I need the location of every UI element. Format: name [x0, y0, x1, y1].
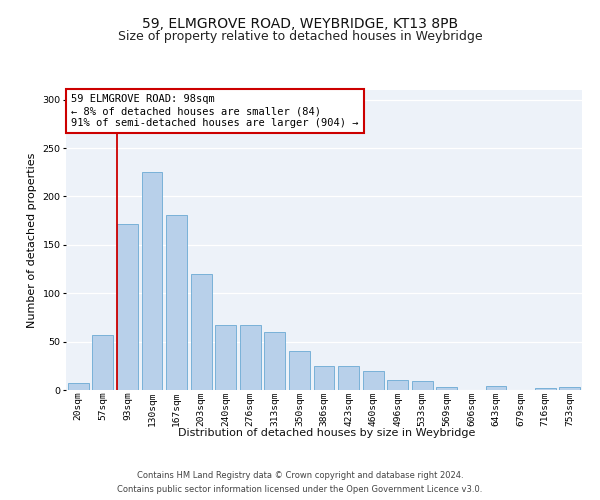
Bar	[215, 325, 236, 390]
Bar	[387, 380, 408, 390]
Bar	[559, 387, 580, 390]
Bar	[92, 335, 113, 390]
Bar	[265, 332, 286, 390]
Bar	[289, 352, 310, 390]
Bar	[117, 224, 138, 390]
Bar	[485, 386, 506, 390]
Text: Contains public sector information licensed under the Open Government Licence v3: Contains public sector information licen…	[118, 484, 482, 494]
Text: Size of property relative to detached houses in Weybridge: Size of property relative to detached ho…	[118, 30, 482, 43]
Y-axis label: Number of detached properties: Number of detached properties	[27, 152, 37, 328]
Text: 59 ELMGROVE ROAD: 98sqm
← 8% of detached houses are smaller (84)
91% of semi-det: 59 ELMGROVE ROAD: 98sqm ← 8% of detached…	[71, 94, 359, 128]
Bar	[436, 387, 457, 390]
Text: Distribution of detached houses by size in Weybridge: Distribution of detached houses by size …	[178, 428, 476, 438]
Text: 59, ELMGROVE ROAD, WEYBRIDGE, KT13 8PB: 59, ELMGROVE ROAD, WEYBRIDGE, KT13 8PB	[142, 18, 458, 32]
Bar	[166, 215, 187, 390]
Bar	[412, 382, 433, 390]
Bar	[68, 383, 89, 390]
Bar	[191, 274, 212, 390]
Bar	[338, 366, 359, 390]
Bar	[314, 366, 334, 390]
Bar	[535, 388, 556, 390]
Text: Contains HM Land Registry data © Crown copyright and database right 2024.: Contains HM Land Registry data © Crown c…	[137, 472, 463, 480]
Bar	[142, 172, 163, 390]
Bar	[240, 325, 261, 390]
Bar	[362, 370, 383, 390]
